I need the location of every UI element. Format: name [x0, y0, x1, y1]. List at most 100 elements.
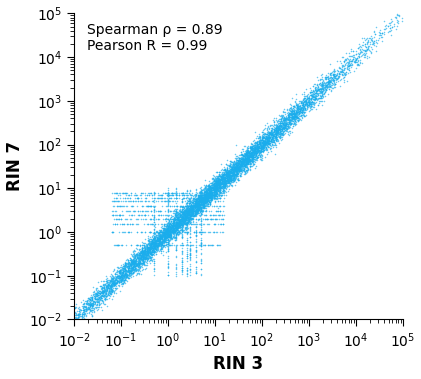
- Point: [240, 156, 246, 162]
- Point: [175, 213, 181, 219]
- Point: [216, 178, 222, 184]
- Point: [102, 282, 109, 288]
- Point: [139, 208, 146, 214]
- Point: [226, 168, 232, 174]
- Point: [292, 115, 299, 121]
- Point: [210, 177, 217, 183]
- Point: [108, 278, 115, 284]
- Point: [218, 185, 224, 191]
- Point: [212, 182, 219, 188]
- Point: [124, 261, 131, 267]
- Point: [164, 195, 171, 201]
- Point: [155, 208, 162, 214]
- Point: [232, 165, 239, 171]
- Point: [247, 145, 253, 151]
- Point: [227, 166, 234, 172]
- Point: [226, 180, 232, 186]
- Point: [276, 123, 283, 129]
- Point: [278, 118, 285, 124]
- Point: [207, 190, 214, 196]
- Point: [277, 133, 284, 139]
- Point: [223, 168, 229, 174]
- Point: [270, 142, 277, 148]
- Point: [157, 221, 164, 227]
- Point: [215, 183, 222, 190]
- Point: [150, 243, 157, 249]
- Point: [336, 58, 343, 64]
- Point: [325, 74, 332, 80]
- Point: [291, 113, 298, 119]
- Point: [208, 190, 215, 196]
- Point: [197, 215, 204, 221]
- Point: [166, 203, 173, 209]
- Point: [108, 282, 115, 288]
- Point: [248, 152, 255, 158]
- Point: [208, 183, 215, 189]
- Point: [357, 53, 364, 59]
- Point: [282, 120, 288, 126]
- Point: [304, 101, 310, 107]
- Point: [136, 263, 143, 269]
- Point: [218, 172, 225, 178]
- Point: [180, 210, 187, 216]
- Point: [252, 156, 258, 162]
- Point: [260, 145, 266, 151]
- Point: [173, 208, 179, 214]
- Point: [220, 180, 226, 186]
- Point: [226, 168, 233, 174]
- Point: [187, 251, 194, 257]
- Point: [125, 195, 131, 201]
- Point: [213, 184, 220, 190]
- Point: [207, 189, 214, 195]
- Point: [317, 85, 324, 91]
- Point: [107, 273, 114, 279]
- Point: [187, 208, 194, 214]
- Point: [150, 243, 157, 249]
- Point: [133, 195, 140, 201]
- Point: [257, 138, 264, 144]
- Point: [290, 111, 297, 117]
- Point: [163, 229, 169, 235]
- Point: [187, 208, 194, 215]
- Point: [208, 194, 215, 200]
- Point: [181, 216, 187, 222]
- Point: [183, 207, 190, 213]
- Point: [245, 152, 252, 158]
- Point: [196, 194, 203, 200]
- Point: [233, 157, 240, 163]
- Point: [293, 103, 300, 110]
- Point: [203, 190, 209, 196]
- Point: [200, 194, 206, 200]
- Point: [233, 160, 240, 166]
- Point: [160, 237, 167, 243]
- Point: [242, 155, 248, 161]
- Point: [295, 114, 301, 121]
- Point: [139, 256, 146, 262]
- Point: [202, 199, 208, 205]
- Point: [122, 276, 128, 282]
- Point: [264, 138, 271, 144]
- Point: [248, 149, 255, 155]
- Point: [220, 180, 226, 186]
- Point: [165, 269, 171, 275]
- Point: [211, 229, 218, 235]
- Point: [122, 270, 129, 276]
- Point: [192, 200, 199, 207]
- Point: [302, 102, 309, 108]
- Point: [179, 217, 186, 223]
- Point: [250, 140, 257, 146]
- Point: [189, 215, 196, 221]
- Point: [163, 240, 169, 246]
- Point: [129, 221, 136, 227]
- Point: [229, 171, 236, 177]
- Point: [190, 202, 197, 208]
- Point: [250, 153, 257, 160]
- Point: [112, 211, 118, 218]
- Point: [196, 203, 203, 209]
- Point: [205, 188, 212, 194]
- Point: [90, 309, 97, 315]
- Point: [201, 205, 208, 211]
- Point: [302, 86, 309, 92]
- Point: [280, 129, 287, 135]
- Point: [278, 124, 285, 130]
